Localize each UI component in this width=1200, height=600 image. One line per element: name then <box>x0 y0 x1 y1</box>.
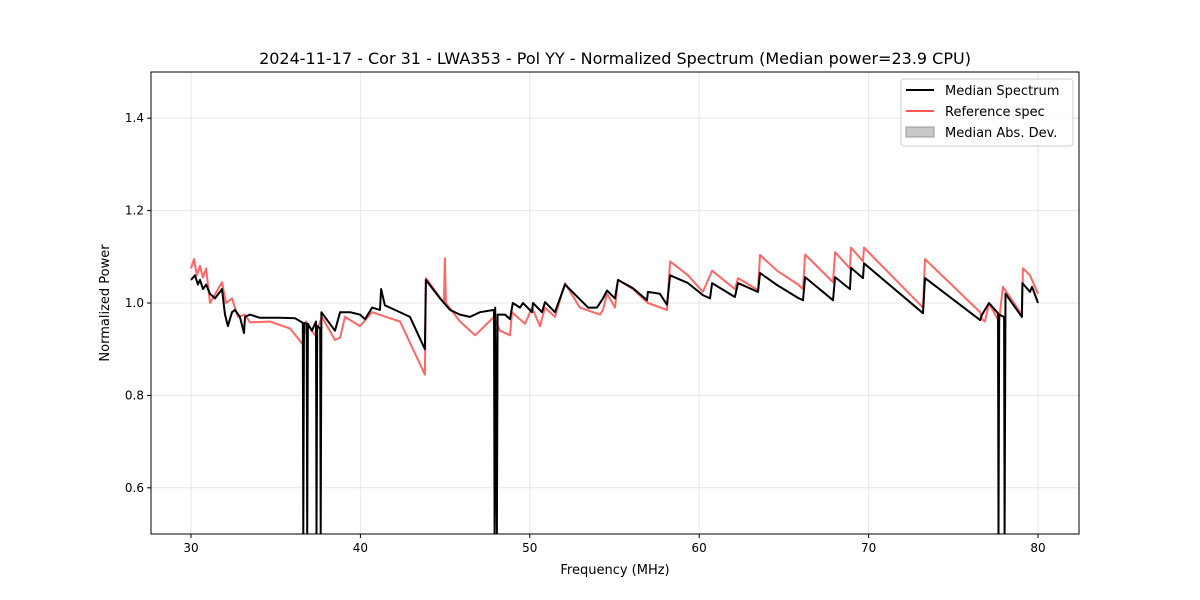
y-axis-label: Normalized Power <box>98 244 113 362</box>
y-tick-label: 1.0 <box>125 296 144 310</box>
series-lines <box>190 246 1039 534</box>
y-tick-label: 0.6 <box>125 481 144 495</box>
reference-spec-line <box>190 246 1039 376</box>
x-tick-label: 40 <box>353 541 368 555</box>
y-tick-label: 0.8 <box>125 388 144 402</box>
x-tick-label: 70 <box>861 541 876 555</box>
x-tick-label: 80 <box>1030 541 1045 555</box>
x-tick-label: 30 <box>183 541 198 555</box>
y-axis: 0.6 0.8 1.0 1.2 1.4 <box>125 111 151 495</box>
legend-median-label: Median Spectrum <box>945 84 1059 99</box>
chart-title: 2024-11-17 - Cor 31 - LWA353 - Pol YY - … <box>259 49 971 68</box>
legend-mad-patch <box>905 126 935 138</box>
y-tick-label: 1.4 <box>125 111 144 125</box>
legend-box <box>900 78 1074 147</box>
median-spectrum-line <box>190 262 1039 534</box>
legend: Median Spectrum Reference spec Median Ab… <box>900 78 1074 147</box>
y-tick-label: 1.2 <box>125 204 144 218</box>
x-axis-label: Frequency (MHz) <box>560 563 669 578</box>
x-tick-label: 50 <box>522 541 537 555</box>
legend-mad-label: Median Abs. Dev. <box>945 126 1057 141</box>
legend-reference-label: Reference spec <box>945 105 1045 120</box>
x-axis: 30 40 50 60 70 80 <box>183 534 1046 555</box>
x-tick-label: 60 <box>692 541 707 555</box>
